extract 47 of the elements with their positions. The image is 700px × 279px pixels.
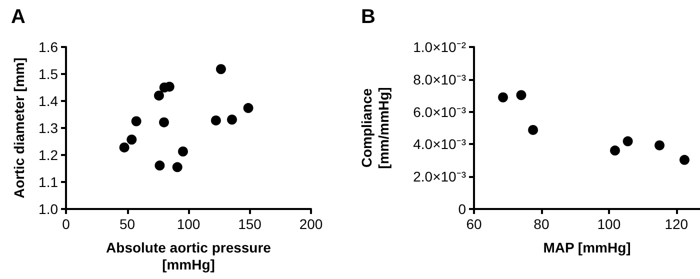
point bbox=[654, 140, 665, 150]
y-tick-label: 1.3 bbox=[38, 120, 58, 136]
x-tick-label: 0 bbox=[62, 216, 70, 232]
y-tick-label: 8.0×10⁻³ bbox=[413, 71, 466, 88]
point bbox=[516, 90, 526, 100]
point bbox=[172, 162, 182, 172]
point bbox=[119, 142, 130, 152]
y-tick-label: 1.0×10⁻² bbox=[413, 39, 466, 55]
x-tick-label: 80 bbox=[534, 216, 550, 232]
y-tick-label: 1.6 bbox=[38, 39, 58, 55]
y-axis-title: Compliance [mm/mmHg] bbox=[358, 87, 392, 169]
y-tick-label: 0 bbox=[458, 201, 466, 217]
x-axis-title: MAP [mmHg] bbox=[543, 240, 631, 256]
y-tick-label: 1.1 bbox=[38, 174, 58, 190]
point bbox=[210, 115, 221, 126]
x-tick-label: 60 bbox=[466, 216, 482, 232]
point bbox=[679, 154, 690, 165]
y-tick-label: 1.2 bbox=[38, 147, 58, 163]
x-tick-label: 100 bbox=[176, 216, 200, 232]
point bbox=[528, 124, 538, 135]
point bbox=[227, 114, 237, 125]
point bbox=[243, 103, 254, 114]
x-tick-label: 200 bbox=[299, 216, 323, 232]
point bbox=[131, 116, 142, 126]
x-tick-label: 120 bbox=[664, 216, 688, 232]
x-tick-label: 100 bbox=[597, 216, 621, 232]
x-tick-label: 50 bbox=[119, 216, 136, 232]
y-tick-label: 2.0×10⁻³ bbox=[413, 168, 466, 185]
y-tick-label: 1.4 bbox=[38, 93, 58, 109]
point bbox=[216, 64, 226, 74]
y-axis-title: Aortic diameter [mm] bbox=[11, 58, 28, 198]
point bbox=[126, 134, 137, 145]
x-tick-label: 150 bbox=[238, 216, 262, 232]
y-tick-label: 4.0×10⁻³ bbox=[413, 136, 466, 152]
y-tick-label: 1.5 bbox=[38, 66, 58, 82]
point bbox=[159, 117, 169, 128]
point bbox=[154, 160, 165, 171]
y-tick-label: 1.0 bbox=[38, 201, 58, 217]
x-axis-title: Absolute aortic pressure [mmHg] bbox=[106, 240, 272, 272]
point bbox=[622, 136, 633, 146]
point bbox=[178, 146, 188, 156]
point bbox=[498, 92, 508, 102]
y-tick-label: 6.0×10⁻³ bbox=[413, 104, 466, 120]
chart-title: A bbox=[11, 6, 26, 28]
point bbox=[154, 90, 164, 101]
chart-title: B bbox=[361, 6, 376, 28]
point bbox=[610, 146, 620, 156]
